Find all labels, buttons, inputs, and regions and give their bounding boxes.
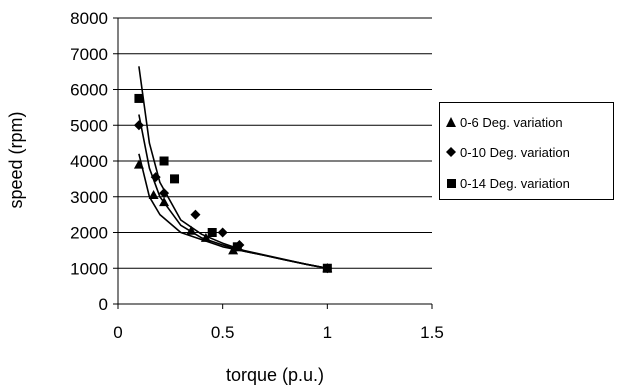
legend-label: 0-10 Deg. variation bbox=[460, 144, 570, 160]
axes bbox=[113, 17, 433, 309]
triangle-point bbox=[200, 232, 211, 242]
y-tick-label: 1000 bbox=[70, 259, 108, 278]
legend-item-0-6: 0-6 Deg. variation bbox=[446, 111, 563, 133]
diamond-marker-icon bbox=[446, 146, 456, 158]
triangle-point bbox=[159, 197, 170, 207]
x-tick-label: 1.5 bbox=[420, 323, 444, 342]
square-marker-icon bbox=[446, 177, 456, 189]
y-axis-title: speed (rpm) bbox=[6, 111, 26, 208]
x-tick-label: 0 bbox=[113, 323, 122, 342]
x-axis-title: torque (p.u.) bbox=[226, 365, 324, 385]
y-tick-label: 4000 bbox=[70, 152, 108, 171]
triangle-point bbox=[148, 189, 159, 199]
square-point bbox=[207, 228, 217, 237]
legend-label: 0-14 Deg. variation bbox=[460, 175, 570, 191]
legend: 0-6 Deg. variation 0-10 Deg. variation 0… bbox=[439, 102, 614, 200]
triangle-point bbox=[133, 159, 144, 169]
y-tick-label: 3000 bbox=[70, 188, 108, 207]
diamond-point bbox=[133, 120, 144, 131]
y-tick-label: 7000 bbox=[70, 45, 108, 64]
square-point bbox=[134, 93, 144, 103]
square-point bbox=[232, 242, 242, 252]
diamond-point bbox=[150, 172, 161, 183]
square-point bbox=[322, 263, 332, 273]
tick-labels: 0 1000 2000 3000 4000 5000 6000 7000 8000 0 0.5 1 1.… bbox=[70, 9, 444, 342]
square-point bbox=[159, 156, 169, 166]
trendlines bbox=[138, 66, 328, 270]
triangle-marker-icon bbox=[446, 116, 456, 128]
square-point bbox=[170, 174, 180, 184]
gridlines bbox=[118, 17, 432, 269]
triangle-point bbox=[186, 225, 197, 235]
y-tick-label: 5000 bbox=[70, 116, 108, 135]
y-tick-label: 8000 bbox=[70, 9, 108, 28]
x-tick-label: 1 bbox=[323, 323, 332, 342]
diamond-point bbox=[217, 227, 228, 238]
legend-item-0-14: 0-14 Deg. variation bbox=[446, 172, 570, 194]
data-points bbox=[133, 93, 333, 274]
y-tick-label: 2000 bbox=[70, 224, 108, 243]
legend-item-0-10: 0-10 Deg. variation bbox=[446, 141, 570, 163]
y-tick-label: 0 bbox=[99, 295, 108, 314]
legend-label: 0-6 Deg. variation bbox=[460, 114, 563, 130]
x-tick-label: 0.5 bbox=[211, 323, 235, 342]
trendline-series-2 bbox=[138, 66, 328, 270]
diamond-point bbox=[159, 188, 170, 199]
y-tick-label: 6000 bbox=[70, 81, 108, 100]
diamond-point bbox=[190, 209, 201, 220]
